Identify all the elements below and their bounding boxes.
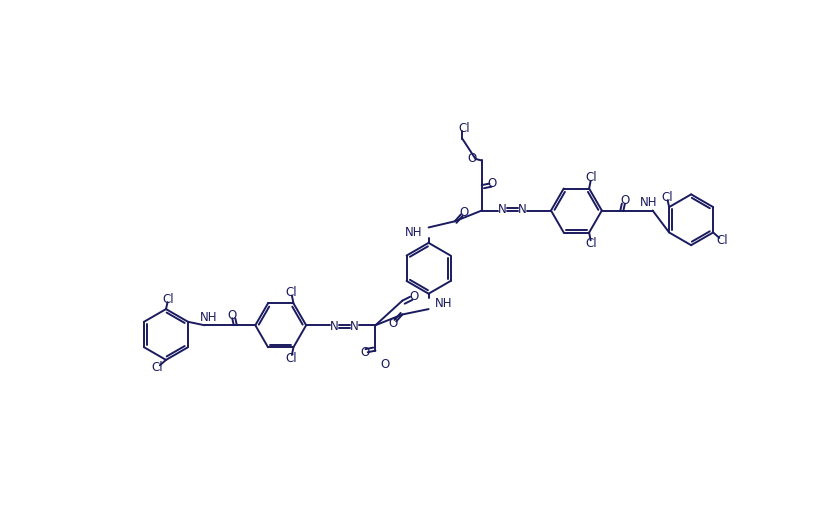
Text: Cl: Cl (716, 234, 727, 247)
Text: O: O (467, 152, 477, 166)
Text: Cl: Cl (162, 293, 174, 305)
Text: Cl: Cl (585, 171, 597, 184)
Text: O: O (459, 205, 468, 219)
Text: NH: NH (405, 227, 422, 239)
Text: O: O (619, 194, 629, 207)
Text: Cl: Cl (660, 190, 672, 203)
Text: NH: NH (640, 196, 657, 209)
Text: NH: NH (199, 311, 217, 324)
Text: O: O (409, 291, 418, 303)
Text: N: N (349, 319, 359, 332)
Text: O: O (359, 346, 369, 359)
Text: Cl: Cl (285, 286, 297, 299)
Text: Cl: Cl (285, 351, 297, 364)
Text: N: N (330, 319, 339, 332)
Text: Cl: Cl (585, 237, 597, 250)
Text: O: O (487, 177, 497, 190)
Text: Cl: Cl (150, 361, 162, 374)
Text: O: O (380, 358, 390, 371)
Text: N: N (497, 203, 507, 216)
Text: Cl: Cl (457, 122, 469, 135)
Text: O: O (388, 317, 397, 330)
Text: N: N (517, 203, 527, 216)
Text: NH: NH (434, 297, 451, 310)
Text: O: O (227, 309, 237, 322)
